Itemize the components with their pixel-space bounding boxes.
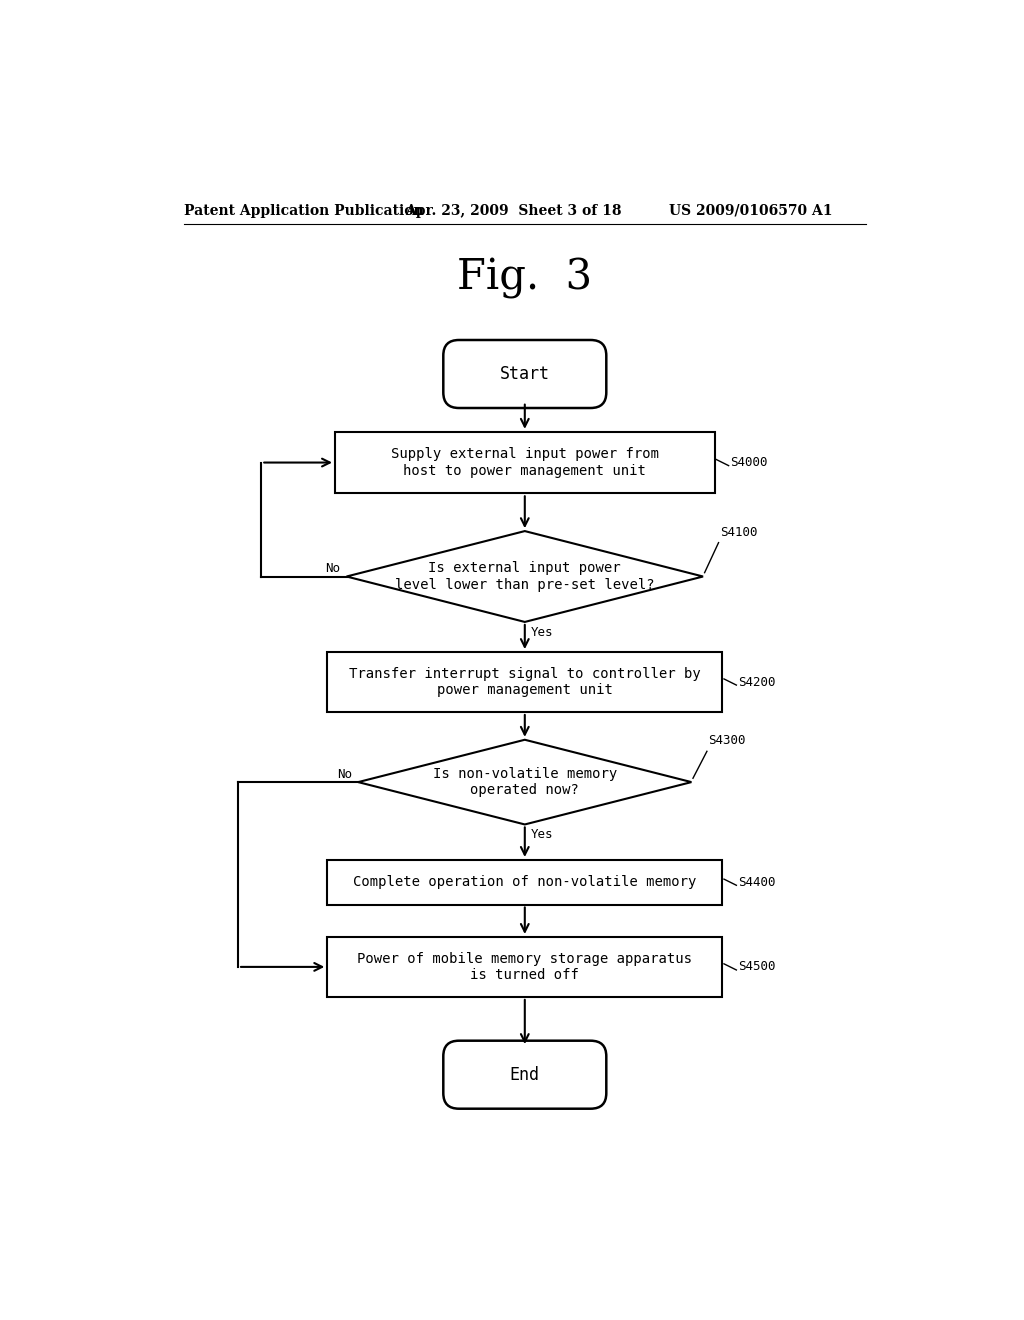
Bar (328, 937, 722, 997)
Text: Fig.  3: Fig. 3 (458, 257, 592, 298)
Text: Power of mobile memory storage apparatus
is turned off: Power of mobile memory storage apparatus… (357, 952, 692, 982)
Text: No: No (326, 562, 340, 576)
Text: S4300: S4300 (709, 734, 745, 747)
Text: Is external input power
level lower than pre-set level?: Is external input power level lower than… (395, 561, 654, 591)
Polygon shape (346, 531, 703, 622)
Text: Complete operation of non-volatile memory: Complete operation of non-volatile memor… (353, 875, 696, 890)
Text: No: No (337, 768, 352, 781)
Text: S4500: S4500 (738, 961, 775, 973)
Polygon shape (358, 739, 691, 825)
Text: Supply external input power from
host to power management unit: Supply external input power from host to… (391, 447, 658, 478)
Bar (328, 859, 722, 904)
Text: Yes: Yes (531, 829, 554, 841)
Text: Yes: Yes (531, 626, 554, 639)
Text: Apr. 23, 2009  Sheet 3 of 18: Apr. 23, 2009 Sheet 3 of 18 (406, 203, 622, 218)
Text: End: End (510, 1065, 540, 1084)
Text: Patent Application Publication: Patent Application Publication (183, 203, 424, 218)
Text: S4000: S4000 (730, 455, 768, 469)
Text: S4400: S4400 (738, 875, 775, 888)
Bar (335, 432, 715, 494)
Text: US 2009/0106570 A1: US 2009/0106570 A1 (669, 203, 833, 218)
FancyBboxPatch shape (443, 1040, 606, 1109)
FancyBboxPatch shape (443, 341, 606, 408)
Text: S4200: S4200 (738, 676, 775, 689)
Text: S4100: S4100 (720, 525, 758, 539)
Text: Start: Start (500, 366, 550, 383)
Bar (328, 652, 722, 711)
Text: Is non-volatile memory
operated now?: Is non-volatile memory operated now? (433, 767, 616, 797)
Text: Transfer interrupt signal to controller by
power management unit: Transfer interrupt signal to controller … (349, 667, 700, 697)
